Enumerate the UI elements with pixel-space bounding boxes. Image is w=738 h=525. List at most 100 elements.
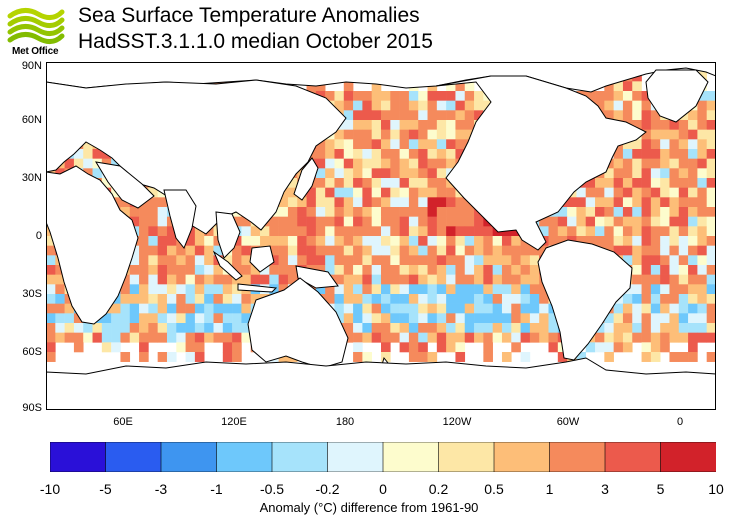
anomaly-cell	[399, 245, 410, 256]
anomaly-cell	[474, 91, 484, 101]
anomaly-cell	[483, 313, 493, 324]
se-asia	[215, 211, 241, 259]
anomaly-cell	[315, 255, 326, 266]
anomaly-cell	[622, 100, 633, 111]
anomaly-cell	[353, 284, 363, 295]
anomaly-cell	[576, 187, 587, 198]
anomaly-cell	[678, 255, 689, 266]
anomaly-cell	[343, 265, 354, 275]
anomaly-cell	[139, 313, 149, 324]
anomaly-cell	[669, 178, 680, 188]
anomaly-cell	[511, 284, 521, 295]
anomaly-cell	[334, 255, 345, 266]
colorbar-tick-label: -0.2	[315, 481, 340, 497]
anomaly-cell	[604, 332, 614, 343]
anomaly-cell	[474, 274, 484, 285]
anomaly-cell	[688, 187, 698, 198]
anomaly-cell	[362, 226, 372, 237]
anomaly-cell	[46, 342, 56, 353]
anomaly-cell	[446, 342, 456, 353]
anomaly-cell	[474, 284, 484, 295]
anomaly-cell	[315, 158, 326, 169]
anomaly-cell	[213, 294, 224, 304]
anomaly-cell	[46, 332, 56, 343]
anomaly-cell	[492, 313, 503, 324]
anomaly-cell	[55, 313, 65, 324]
anomaly-cell	[492, 245, 503, 256]
anomaly-cell	[613, 216, 624, 227]
anomaly-cell	[585, 197, 596, 208]
anomaly-cell	[613, 178, 624, 188]
anomaly-cell	[669, 352, 680, 362]
anomaly-map	[46, 62, 716, 410]
anomaly-cell	[678, 149, 689, 159]
anomaly-cell	[101, 323, 112, 333]
anomaly-cell	[446, 81, 456, 92]
anomaly-cell	[222, 323, 233, 333]
anomaly-cell	[464, 216, 475, 227]
anomaly-cell	[315, 207, 326, 217]
anomaly-cell	[166, 313, 177, 324]
anomaly-cell	[362, 100, 372, 111]
anomaly-cell	[64, 332, 75, 343]
anomaly-cell	[669, 274, 680, 285]
anomaly-cell	[306, 226, 317, 237]
anomaly-cell	[650, 158, 661, 169]
anomaly-cell	[46, 352, 56, 362]
anomaly-cell	[371, 207, 382, 217]
anomaly-cell	[455, 91, 466, 101]
anomaly-cell	[371, 158, 382, 169]
anomaly-cell	[418, 197, 428, 208]
anomaly-cell	[511, 342, 521, 353]
anomaly-cell	[446, 197, 456, 208]
anomaly-cell	[501, 294, 512, 304]
anomaly-cell	[446, 129, 456, 140]
anomaly-cell	[622, 342, 633, 353]
anomaly-cell	[641, 120, 652, 130]
anomaly-cell	[678, 120, 689, 130]
anomaly-cell	[362, 352, 372, 362]
anomaly-cell	[343, 284, 354, 295]
anomaly-cell	[399, 158, 410, 169]
anomaly-cell	[129, 284, 140, 295]
anomaly-cell	[334, 303, 345, 314]
anomaly-cell	[139, 245, 149, 256]
anomaly-cell	[334, 178, 345, 188]
anomaly-cell	[269, 226, 279, 237]
anomaly-cell	[669, 265, 680, 275]
anomaly-cell	[343, 91, 354, 101]
anomaly-cell	[641, 226, 652, 237]
anomaly-cell	[315, 284, 326, 295]
anomaly-cell	[343, 197, 354, 208]
anomaly-cell	[390, 216, 400, 227]
anomaly-cell	[287, 178, 298, 188]
anomaly-cell	[343, 81, 354, 92]
anomaly-cell	[353, 216, 363, 227]
anomaly-cell	[529, 255, 540, 266]
anomaly-cell	[362, 216, 372, 227]
anomaly-cell	[129, 207, 140, 217]
anomaly-cell	[194, 284, 205, 295]
anomaly-cell	[706, 284, 716, 295]
anomaly-cell	[455, 245, 466, 256]
anomaly-cell	[455, 236, 466, 246]
anomaly-cell	[595, 323, 605, 333]
anomaly-cell	[539, 332, 549, 343]
anomaly-cell	[408, 110, 419, 121]
anomaly-cell	[520, 265, 531, 275]
lat-label-90s: 90S	[22, 402, 42, 414]
anomaly-cell	[455, 226, 466, 237]
anomaly-cell	[92, 149, 103, 159]
eurasia	[46, 79, 347, 235]
anomaly-cell	[390, 91, 400, 101]
anomaly-cell	[697, 120, 707, 130]
anomaly-cell	[204, 265, 214, 275]
anomaly-cell	[362, 265, 372, 275]
anomaly-cell	[529, 332, 540, 343]
anomaly-cell	[297, 207, 307, 217]
anomaly-cell	[595, 187, 605, 198]
anomaly-cell	[446, 216, 456, 227]
anomaly-cell	[501, 274, 512, 285]
anomaly-cell	[390, 313, 400, 324]
anomaly-cell	[474, 323, 484, 333]
